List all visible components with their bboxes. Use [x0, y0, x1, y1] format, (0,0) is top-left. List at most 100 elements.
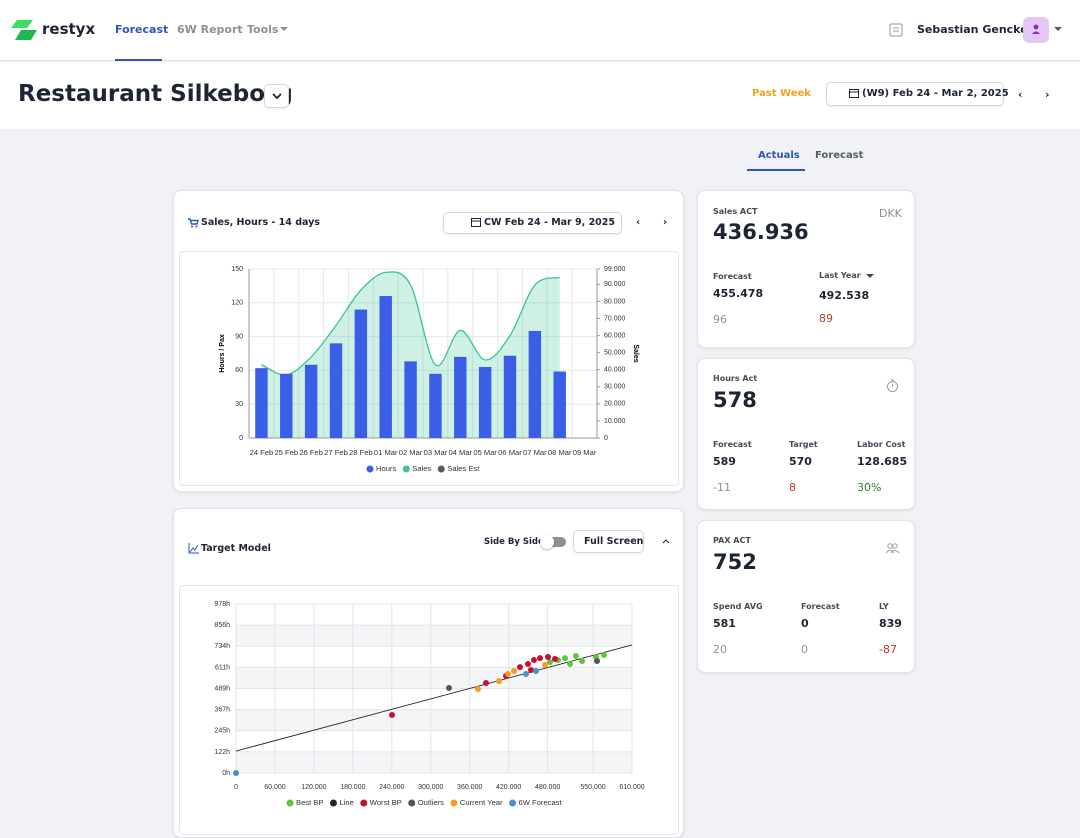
grid-band: [236, 751, 632, 773]
bar: [255, 368, 268, 438]
nav-link[interactable]: Forecast: [115, 23, 169, 36]
x-tick-label: 480.000: [535, 784, 560, 791]
prev-button[interactable]: ‹: [636, 217, 641, 228]
point: [445, 684, 452, 691]
legend-label: Hours: [376, 464, 396, 473]
toggle-knob: [540, 535, 554, 549]
item-value: 581: [713, 617, 736, 630]
x-tick-label: 02 Mar: [399, 448, 423, 457]
kpi-unit: DKK: [879, 207, 902, 220]
sales-hours-chart: 0 30 60 90 120 150 0 10.000 20.000 30.000 40.000 50…: [219, 266, 639, 473]
legend-label: Best BP: [296, 798, 323, 807]
y2-tick-label: 30.000: [604, 384, 626, 391]
panel-title: Target Model: [201, 543, 271, 554]
y-tick-label: 611h: [215, 664, 230, 671]
area-line: [261, 271, 560, 376]
tab[interactable]: Forecast: [815, 150, 864, 161]
toggle-track[interactable]: [542, 537, 566, 547]
y2-tick-label: 60.000: [604, 332, 626, 339]
bar: [478, 367, 492, 438]
item-value: 839: [879, 617, 902, 630]
legend-swatch: [408, 799, 416, 807]
tab[interactable]: Actuals: [758, 150, 800, 161]
legend-swatch: [329, 799, 337, 807]
date-button[interactable]: [826, 82, 1004, 106]
icon-head: [892, 543, 898, 549]
timer-icon: [887, 379, 898, 392]
icon-cart: [188, 218, 199, 225]
full-screen-button[interactable]: [573, 530, 644, 553]
kpi-card: [697, 520, 915, 673]
y2-tick-label: 99.000: [604, 266, 626, 273]
legend-label: Sales: [412, 464, 431, 473]
caret: [866, 274, 874, 278]
x-tick-label: 04 Mar: [448, 448, 472, 457]
logo-stripe: [11, 20, 33, 28]
kpi-label: Hours Act: [713, 374, 758, 383]
collapse-icon[interactable]: [662, 538, 670, 544]
caret: [280, 27, 288, 31]
item-diff: -11: [713, 481, 731, 494]
point: [552, 655, 559, 662]
bar: [404, 361, 417, 438]
x-tick-label: 05 Mar: [473, 448, 497, 457]
icon-wheel: [195, 225, 198, 228]
point: [572, 653, 579, 660]
y2-tick-label: 90.000: [604, 281, 626, 288]
x-tick-label: 27 Feb: [324, 448, 348, 457]
point: [530, 656, 537, 663]
nav-link[interactable]: Tools: [247, 23, 279, 36]
bar: [553, 371, 566, 438]
icon-frame: [889, 23, 903, 37]
kpi-label: PAX ACT: [713, 536, 751, 545]
item-value: 589: [713, 455, 736, 468]
legend-swatch: [360, 799, 368, 807]
legend-label: Sales Est: [447, 464, 480, 473]
legend-label: Outliers: [418, 798, 444, 807]
range-button[interactable]: [443, 212, 622, 234]
cart-icon: [188, 218, 199, 228]
caret-shape: [280, 27, 288, 31]
point: [505, 670, 512, 677]
point: [233, 770, 239, 776]
x-tick-label: 01 Mar: [374, 448, 398, 457]
item-label: Forecast: [713, 440, 752, 449]
top-nav: [0, 0, 1080, 61]
nav-link[interactable]: 6W Report: [177, 23, 243, 36]
nav-underline: [115, 59, 162, 61]
kpi-value: 436.936: [713, 220, 809, 244]
item-label: Forecast: [801, 602, 840, 611]
y2-tick-label: 10.000: [604, 418, 626, 425]
bar: [503, 355, 517, 438]
tab-underline: [747, 169, 805, 171]
bar: [454, 356, 467, 438]
prev-button[interactable]: ‹: [1018, 88, 1023, 101]
next-button[interactable]: ›: [1045, 88, 1050, 101]
x-tick-label: 300.000: [418, 784, 443, 791]
avatar[interactable]: [1023, 17, 1049, 43]
bar: [528, 330, 542, 438]
restaurant-dropdown[interactable]: [264, 84, 289, 108]
item-value: 492.538: [819, 289, 870, 302]
legend-label: 6W Forecast: [519, 798, 563, 807]
x-tick-label: 28 Feb: [349, 448, 373, 457]
point: [547, 659, 554, 666]
item-diff: 30%: [857, 481, 882, 494]
chart-icon: [188, 543, 199, 554]
y-tick-label: 978h: [214, 601, 230, 608]
kpi-card: [697, 358, 915, 510]
item-diff: 20: [713, 643, 727, 656]
point: [579, 658, 586, 665]
restaurant-title: Restaurant Silkeborg: [18, 81, 293, 107]
period-label[interactable]: Past Week: [752, 88, 811, 99]
y-tick-label: 120: [231, 300, 243, 307]
caret-shape: [866, 274, 874, 278]
point: [532, 668, 539, 675]
date-range: (W9) Feb 24 - Mar 2, 2025: [862, 88, 1009, 99]
next-button[interactable]: ›: [663, 217, 668, 228]
item-label: Target: [789, 440, 818, 449]
notes-icon[interactable]: [889, 23, 903, 37]
item-label[interactable]: Last Year: [819, 271, 861, 280]
item-diff: 0: [801, 643, 808, 656]
icon-head: [887, 543, 893, 549]
